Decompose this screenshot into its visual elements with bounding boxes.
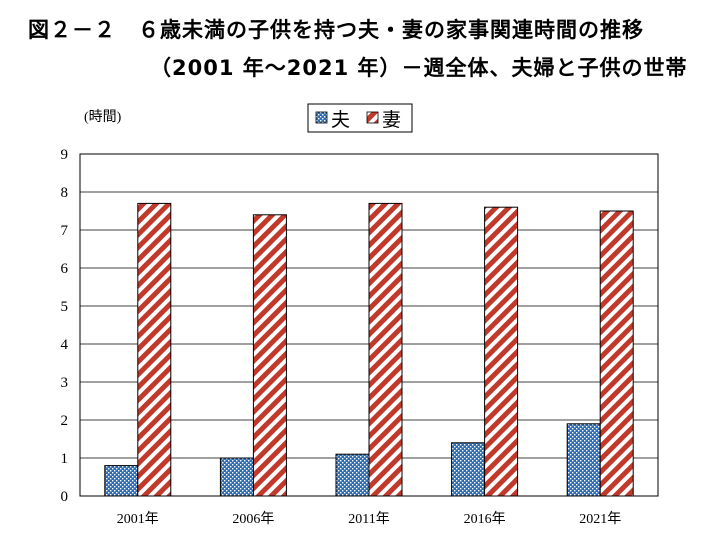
bar-wife	[368, 202, 403, 497]
chart-title-line2: （2001 年～2021 年）－週全体、夫婦と子供の世帯	[150, 56, 688, 80]
y-tick-label: 7	[61, 223, 69, 239]
y-tick-label: 1	[61, 451, 69, 467]
bar-wife	[252, 214, 287, 497]
bars	[104, 202, 634, 497]
legend-label-husband: 夫	[331, 109, 350, 131]
chart-title-line1: 図２－２ ６歳未満の子供を持つ夫・妻の家事関連時間の推移	[28, 18, 644, 42]
y-axis-ticks: 0 1 2 3 4 5 6 7 8 9	[61, 147, 69, 505]
legend-swatch-husband	[315, 111, 328, 124]
y-tick-label: 6	[61, 261, 69, 277]
legend-label-wife: 妻	[382, 109, 401, 131]
x-tick-label: 2006年	[232, 511, 274, 527]
y-tick-label: 5	[61, 299, 69, 315]
y-axis-label: (時間)	[84, 109, 122, 125]
x-tick-label: 2011年	[348, 511, 389, 527]
bar-husband	[219, 457, 254, 497]
bar-wife	[137, 202, 172, 497]
bar-wife	[599, 210, 634, 497]
bar-husband	[566, 423, 601, 497]
y-tick-label: 2	[61, 413, 69, 429]
y-tick-label: 9	[61, 147, 69, 163]
y-tick-label: 8	[61, 185, 69, 201]
bar-husband	[104, 465, 139, 497]
legend: 夫 妻	[307, 103, 413, 133]
y-tick-label: 4	[61, 337, 69, 353]
y-tick-label: 0	[61, 489, 69, 505]
y-tick-label: 3	[61, 375, 69, 391]
plot-area-frame	[79, 153, 659, 497]
bar-husband	[335, 453, 370, 497]
legend-swatch-wife	[366, 111, 379, 124]
x-tick-label: 2016年	[464, 511, 506, 527]
bar-husband	[451, 442, 486, 497]
x-tick-label: 2001年	[117, 511, 159, 527]
x-axis-ticks: 2001年 2006年 2011年 2016年 2021年	[117, 511, 621, 527]
x-tick-label: 2021年	[579, 511, 621, 527]
bar-wife	[484, 206, 519, 497]
